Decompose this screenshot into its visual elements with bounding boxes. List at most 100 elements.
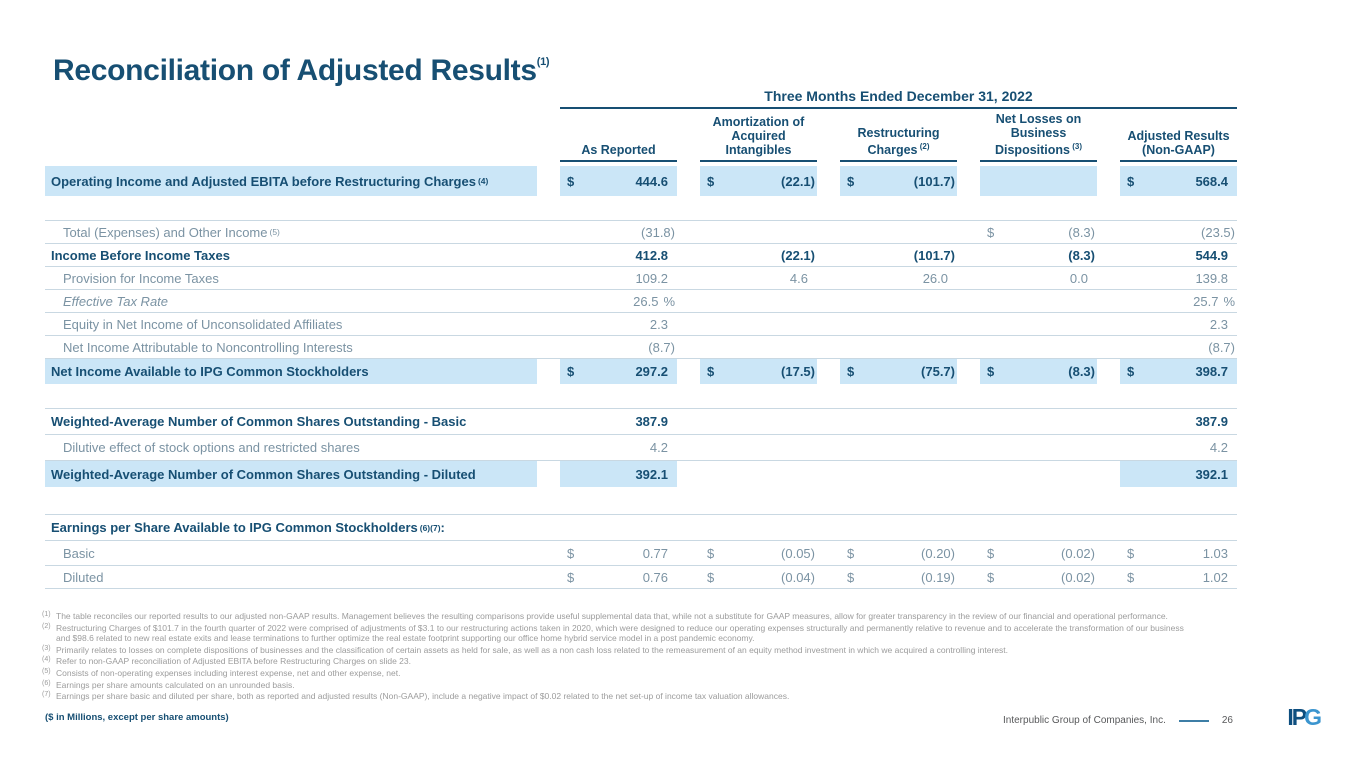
cell-value: (101.7) <box>913 173 955 189</box>
table-cell: 4.2 <box>560 435 677 460</box>
table-row: Effective Tax Rate 26.5% 25.7% <box>45 289 1237 312</box>
dollar-sign: $ <box>567 364 575 379</box>
row-label-text: Equity in Net Income of Unconsolidated A… <box>63 316 343 332</box>
ipg-logo-g: G <box>1304 704 1322 730</box>
cell-value: (17.5) <box>781 364 815 379</box>
table-cell: 26.0 <box>840 267 957 289</box>
dollar-sign: $ <box>1127 173 1135 189</box>
cell-value: 2.3 <box>1209 316 1228 332</box>
table-cell <box>1120 515 1237 540</box>
table-row-spacer <box>45 384 1237 408</box>
table-column-headers: As Reported Amortization of Acquired Inta… <box>45 112 1237 163</box>
table-row: Weighted-Average Number of Common Shares… <box>45 408 1237 434</box>
table-cell: $ (75.7) <box>840 359 957 384</box>
column-header-spacer <box>45 112 537 162</box>
table-cell <box>980 515 1097 540</box>
table-cell: $ (0.20) <box>840 541 957 565</box>
dollar-sign: $ <box>987 545 995 561</box>
table-row: Provision for Income Taxes 109.2 4.6 26.0 0.… <box>45 266 1237 289</box>
cell-value: 0.76 <box>642 569 668 585</box>
table-cell: 387.9 <box>560 409 677 434</box>
dollar-sign: $ <box>847 569 855 585</box>
table-cell: 139.8 <box>1120 267 1237 289</box>
table-cell <box>700 290 817 312</box>
table-row: Equity in Net Income of Unconsolidated A… <box>45 312 1237 335</box>
table-row: Dilutive effect of stock options and res… <box>45 434 1237 460</box>
column-header-label: Amortization of Acquired Intangibles <box>712 115 805 158</box>
table-cell: $ (0.02) <box>980 541 1097 565</box>
table-cell <box>980 409 1097 434</box>
footnote-text: Primarily relates to losses on complete … <box>56 644 1009 655</box>
title-footnote-marker: (1) <box>536 56 550 68</box>
page-title: Reconciliation of Adjusted Results(1) <box>53 54 550 88</box>
table-cell <box>840 461 957 487</box>
percent-sign: % <box>1223 293 1235 309</box>
cell-value: 4.2 <box>1209 440 1228 455</box>
footnote: (7) Earnings per share basic and diluted … <box>42 691 1194 702</box>
table-cell: $ (0.02) <box>980 566 1097 588</box>
footnote-marker: (7) <box>42 691 51 699</box>
table-cell: 392.1 <box>560 461 677 487</box>
dollar-sign: $ <box>847 173 855 189</box>
table-row: Weighted-Average Number of Common Shares… <box>45 460 1237 487</box>
table-cell <box>980 290 1097 312</box>
dollar-sign: $ <box>847 545 855 561</box>
row-label-suffix: : <box>440 520 445 535</box>
dollar-sign: $ <box>567 569 575 585</box>
cell-value: 1.03 <box>1202 545 1228 561</box>
cell-value: (0.05) <box>781 545 815 561</box>
table-cell <box>980 336 1097 358</box>
row-label: Provision for Income Taxes <box>45 267 537 289</box>
cell-value: 109.2 <box>635 270 668 286</box>
footnote: (4) Refer to non-GAAP reconciliation of A… <box>42 656 1194 667</box>
table-cell: (31.8) <box>560 221 677 243</box>
footer-dash <box>1178 719 1209 722</box>
dollar-sign: $ <box>567 545 575 561</box>
cell-value: 392.1 <box>1195 466 1228 482</box>
table-row: Net Income Available to IPG Common Stock… <box>45 358 1237 384</box>
table-cell: 2.3 <box>560 313 677 335</box>
row-label-text: Weighted-Average Number of Common Shares… <box>51 466 476 482</box>
footnote: (2) Restructuring Charges of $101.7 in th… <box>42 623 1194 644</box>
row-label-text: Total (Expenses) and Other Income <box>63 224 268 240</box>
period-header: Three Months Ended December 31, 2022 <box>560 88 1237 109</box>
cell-value: 1.02 <box>1202 569 1228 585</box>
cell-value: 0.0 <box>1069 270 1088 286</box>
reconciliation-table: Operating Income and Adjusted EBITA befo… <box>45 166 1237 589</box>
table-cell: $ (0.05) <box>700 541 817 565</box>
table-cell: $0.77 <box>560 541 677 565</box>
cell-value: 568.4 <box>1195 173 1228 189</box>
table-row: Diluted $0.76 $ (0.04) $ (0.19) $ (0.02) $1.02 <box>45 565 1237 589</box>
footnote-text: Refer to non-GAAP reconciliation of Adju… <box>56 656 411 667</box>
table-cell <box>700 515 817 540</box>
footnote-marker: (6) <box>42 679 51 687</box>
column-header-footnote-marker: (2) <box>917 142 930 151</box>
row-label-text: Weighted-Average Number of Common Shares… <box>51 414 467 429</box>
row-footnote-marker: (6)(7) <box>419 522 441 533</box>
cell-value: (8.3) <box>1068 364 1095 379</box>
table-cell: (8.3) <box>980 244 1097 266</box>
table-cell <box>840 409 957 434</box>
row-label: Net Income Available to IPG Common Stock… <box>45 359 537 384</box>
column-header-2: Amortization of Acquired Intangibles <box>700 112 817 163</box>
table-cell: (22.1) <box>700 244 817 266</box>
cell-value: 26.0 <box>922 270 948 286</box>
footnotes: (1) The table reconciles our reported res… <box>42 611 1194 703</box>
row-footnote-marker: (4) <box>477 176 489 186</box>
table-cell: $1.03 <box>1120 541 1237 565</box>
cell-value: 26.5 <box>633 293 659 309</box>
table-row: Income Before Income Taxes 412.8 (22.1) (10… <box>45 243 1237 266</box>
dollar-sign: $ <box>1127 364 1135 379</box>
cell-value: 4.2 <box>649 440 668 455</box>
footnote: (3) Primarily relates to losses on comple… <box>42 645 1194 656</box>
column-header-label: As Reported <box>581 143 656 158</box>
page-number: 26 <box>1221 715 1233 726</box>
row-label-text: Net Income Available to IPG Common Stock… <box>51 364 369 379</box>
table-cell: 412.8 <box>560 244 677 266</box>
table-cell <box>840 221 957 243</box>
cell-value: (8.3) <box>1068 224 1095 240</box>
cell-value: 398.7 <box>1195 364 1228 379</box>
footnote-text: The table reconciles our reported result… <box>56 611 1168 621</box>
table-cell <box>700 461 817 487</box>
row-label-text: Diluted <box>63 569 104 585</box>
